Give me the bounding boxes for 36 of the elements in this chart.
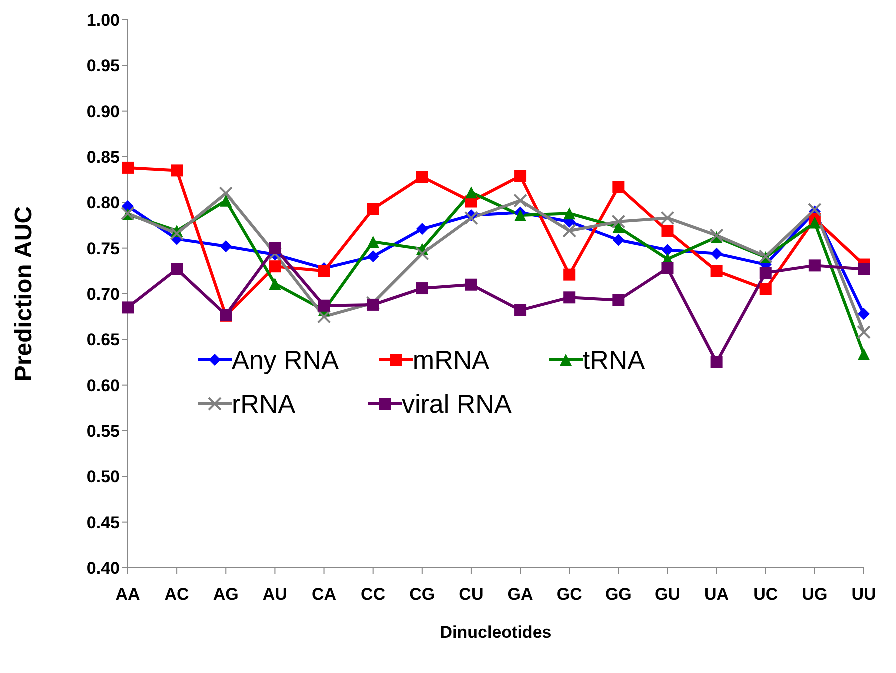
- x-tick-label: AU: [262, 585, 288, 604]
- x-tick-label: CA: [312, 585, 337, 604]
- legend-label: tRNA: [582, 344, 646, 377]
- y-tick-label: 0.95: [86, 56, 120, 76]
- x-tick-label: GU: [654, 585, 680, 604]
- x-tick-label: AC: [164, 585, 190, 604]
- x-tick-label: GC: [556, 585, 582, 604]
- x-axis-title: Dinucleotides: [440, 623, 552, 642]
- y-tick-label: 0.70: [86, 285, 120, 304]
- y-tick-label: 0.75: [86, 239, 120, 258]
- x-tick-label: UU: [852, 585, 876, 604]
- legend-label: viral RNA: [402, 388, 512, 421]
- x-tick-label: CG: [410, 585, 436, 604]
- x-tick-label: AG: [213, 585, 239, 604]
- y-axis-title: Prediction AUC: [10, 206, 38, 382]
- x-tick-label: UA: [704, 585, 730, 604]
- x-tick-label: GG: [605, 585, 632, 604]
- y-tick-label: 0.80: [86, 194, 120, 213]
- legend-label: mRNA: [412, 344, 490, 377]
- y-tick-label: 0.90: [86, 102, 120, 122]
- legend-label: Any RNA: [232, 344, 339, 377]
- x-tick-label: UC: [754, 585, 778, 604]
- y-tick-label: 0.60: [86, 376, 120, 396]
- y-tick-label: 0.40: [86, 559, 120, 578]
- x-tick-label: CU: [459, 585, 484, 604]
- y-tick-label: 0.65: [86, 330, 120, 350]
- x-tick-label: GA: [508, 585, 534, 604]
- x-tick-label: CC: [361, 585, 386, 604]
- y-tick-label: 1.00: [86, 11, 120, 30]
- y-tick-label: 0.85: [86, 148, 120, 168]
- y-tick-label: 0.45: [86, 513, 120, 532]
- legend-label: rRNA: [232, 388, 296, 421]
- x-tick-label: AA: [116, 585, 140, 604]
- y-tick-label: 0.50: [86, 468, 120, 487]
- y-tick-label: 0.55: [86, 422, 120, 442]
- x-tick-label: UG: [802, 585, 828, 604]
